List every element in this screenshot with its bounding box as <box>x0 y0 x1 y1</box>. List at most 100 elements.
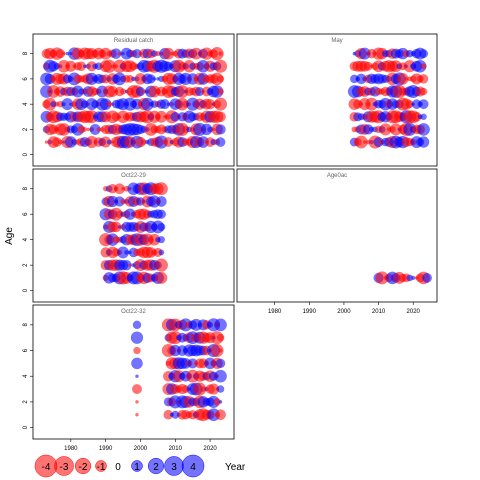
legend-bubble <box>181 454 205 478</box>
residual-bubble <box>215 358 226 369</box>
residual-bubble <box>135 412 139 417</box>
residual-bubble <box>133 346 141 355</box>
x-tick-label: 2020 <box>203 446 217 452</box>
residual-bubble <box>214 318 227 332</box>
size-legend: -4 -3 -2 -1 0 1 2 3 4 <box>34 454 205 478</box>
residual-bubble <box>214 369 227 383</box>
residual-bubble <box>218 400 223 404</box>
residual-bubble <box>132 320 142 330</box>
residual-bubble <box>156 209 166 219</box>
legend-label: -3 <box>60 462 69 473</box>
legend-label: -4 <box>42 462 51 473</box>
x-tick-label: 2000 <box>134 446 148 452</box>
residual-bubble <box>419 49 429 59</box>
residual-bubble <box>215 111 226 123</box>
legend-label: 2 <box>153 462 159 473</box>
panel-frame <box>32 168 235 303</box>
residual-bubble <box>135 374 139 378</box>
residual-bubble <box>215 137 226 147</box>
x-tick-label: 1990 <box>303 309 317 315</box>
residual-bubble <box>130 331 144 344</box>
x-tick-label: 2000 <box>337 309 351 315</box>
residual-bubble <box>157 236 165 244</box>
residual-bubble <box>214 97 228 111</box>
y-tick-label: 0 <box>23 288 29 292</box>
legend-bubble <box>147 457 165 475</box>
panel-4: Oct22-32 0 2 4 6 8 1980 1990 2000 2010 2020 <box>23 304 235 452</box>
panel-frame <box>236 33 438 167</box>
residual-bubble <box>157 222 166 231</box>
residual-bubble <box>155 196 167 207</box>
residual-bubble <box>218 51 223 56</box>
residual-bubble <box>124 250 129 255</box>
x-tick-label: 2010 <box>169 446 183 452</box>
residual-bubble <box>420 63 427 70</box>
x-tick-label: 2010 <box>372 309 386 315</box>
residual-bubble <box>216 75 225 83</box>
y-tick-label: 2 <box>23 400 29 404</box>
panels-layer: Residual catch 0 2 4 6 8 May Oct22-29 0 2 4 6 8 Age0a… <box>23 33 438 452</box>
y-tick-label: 4 <box>23 102 29 106</box>
bubbles <box>130 318 227 422</box>
residual-bubble <box>210 46 224 61</box>
residual-bubble <box>419 87 428 96</box>
residual-bubble <box>128 263 132 267</box>
residual-bubble <box>418 99 429 110</box>
y-tick-label: 4 <box>23 237 29 241</box>
residual-bubble <box>132 384 142 395</box>
legend-bubble <box>131 460 143 472</box>
residual-bubble <box>411 275 416 280</box>
y-tick-label: 6 <box>23 77 29 81</box>
residual-bubble <box>422 272 432 283</box>
residual-bubble <box>417 123 430 136</box>
residual-bubble <box>215 124 226 135</box>
residual-bubble <box>106 139 112 145</box>
residual-bubble <box>218 348 223 353</box>
panel-2: Oct22-29 0 2 4 6 8 <box>23 168 235 303</box>
panel-title: Oct22-32 <box>121 309 146 315</box>
legend-bubble <box>95 460 107 472</box>
legend-bubble <box>74 457 92 475</box>
residual-bubble <box>131 357 143 370</box>
x-tick-label: 2020 <box>407 309 421 315</box>
x-tick-label: 1980 <box>64 446 78 452</box>
panel-3: Age0ac 1980 1990 2000 2010 2020 <box>236 168 438 315</box>
legend-label: 0 <box>115 462 121 473</box>
x-axis-label: Year <box>225 462 246 473</box>
residual-bubble <box>158 249 165 256</box>
y-tick-label: 6 <box>23 212 29 216</box>
residual-bubble <box>154 258 168 272</box>
panel-title: Residual catch <box>114 38 153 44</box>
residual-bubble <box>418 74 429 84</box>
legend-bubble <box>54 456 74 476</box>
panel-title: Age0ac <box>327 173 347 179</box>
residual-bubble <box>155 271 168 284</box>
x-tick-label: 1980 <box>268 309 282 315</box>
y-tick-label: 4 <box>23 374 29 378</box>
panel-frame <box>32 33 235 167</box>
residual-bubble <box>62 51 66 56</box>
panel-title: May <box>331 38 342 44</box>
residual-bubble <box>152 77 157 81</box>
panel-0: Residual catch 0 2 4 6 8 <box>23 33 235 167</box>
x-tick-label: 1990 <box>99 446 113 452</box>
y-tick-label: 0 <box>23 152 29 156</box>
panel-1: May <box>236 33 438 167</box>
residual-bubble <box>82 126 88 132</box>
residual-bubble <box>417 136 430 148</box>
residual-bubble <box>135 400 139 404</box>
y-tick-label: 6 <box>23 348 29 352</box>
bubbles <box>40 46 228 149</box>
y-tick-label: 0 <box>23 425 29 429</box>
y-axis-label: Age <box>4 227 15 245</box>
y-tick-label: 2 <box>23 127 29 131</box>
panel-title: Oct22-29 <box>121 173 146 179</box>
legend-label: -2 <box>79 462 88 473</box>
residual-bubble <box>215 409 226 421</box>
y-tick-label: 8 <box>23 323 29 327</box>
legend-label: 1 <box>134 462 140 473</box>
panel-frame <box>236 168 438 303</box>
panel-frame <box>32 304 235 440</box>
residual-bubble <box>217 88 224 95</box>
